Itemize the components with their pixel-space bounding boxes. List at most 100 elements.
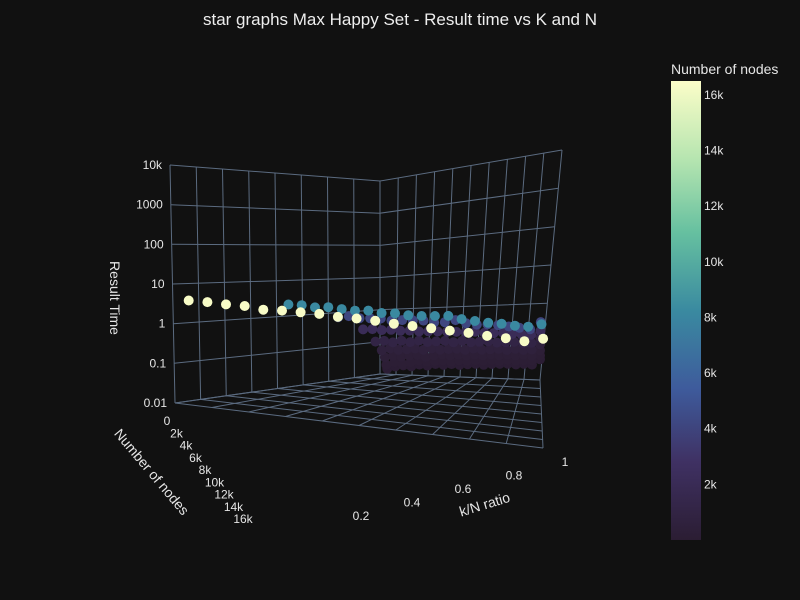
data-point — [431, 336, 442, 347]
floor-gridline-k — [248, 374, 413, 413]
z-gridline — [170, 187, 559, 214]
z-axis-ticks: 0.01 0.1 1 10 100 1000 10k — [136, 158, 167, 410]
y-tick-label: 0 — [164, 414, 171, 428]
colorbar-tick-label: 12k — [704, 199, 724, 213]
data-point — [332, 311, 343, 322]
data-point — [416, 311, 427, 321]
y-tick-label: 14k — [224, 500, 244, 514]
y-tick-label: 4k — [180, 439, 194, 453]
data-point — [376, 325, 387, 336]
y-tick-label: 12k — [214, 488, 234, 502]
z-gridline — [169, 149, 563, 182]
data-point — [183, 295, 194, 306]
data-point — [463, 327, 474, 338]
data-point — [509, 336, 520, 347]
data-point — [519, 336, 530, 347]
y-tick-label: 16k — [233, 512, 253, 526]
z-gridline — [171, 226, 555, 246]
data-point — [448, 337, 459, 348]
y-tick-label: 10k — [205, 475, 225, 489]
data-point — [295, 307, 306, 318]
data-point — [444, 325, 455, 336]
data-point — [376, 345, 387, 356]
data-point — [351, 313, 362, 324]
data-point — [363, 305, 374, 316]
chart-title: star graphs Max Happy Set - Result time … — [203, 10, 597, 29]
z-gridline — [172, 264, 552, 285]
z-tick-label: 10 — [151, 277, 165, 291]
x-tick-label: 0.6 — [455, 482, 472, 496]
data-point — [536, 319, 547, 330]
data-point — [501, 345, 512, 355]
n-wall-gridline — [248, 170, 253, 393]
data-point — [460, 344, 471, 355]
colorbar-tick-label: 2k — [704, 477, 718, 491]
floor-gridline-k — [539, 379, 544, 449]
n-wall-gridline — [222, 168, 227, 396]
data-point — [370, 336, 381, 347]
x-tick-label: 0.8 — [506, 469, 523, 483]
data-point — [358, 324, 369, 335]
z-tick-label: 100 — [144, 237, 164, 251]
colorbar-tick-label: 8k — [704, 310, 718, 324]
y-tick-label: 2k — [170, 426, 184, 440]
floor-gridline-k — [468, 378, 509, 440]
data-point — [283, 299, 294, 310]
n-wall-gridline — [195, 166, 202, 400]
n-wall-gridline — [169, 164, 176, 404]
data-point — [202, 297, 213, 308]
floor-gridline-k — [174, 373, 381, 404]
x-tick-label: 0.2 — [353, 509, 370, 523]
floor-gridline-k — [395, 377, 477, 431]
data-point — [323, 302, 334, 313]
data-point — [418, 344, 429, 355]
data-point — [397, 359, 408, 370]
data-point — [509, 320, 520, 331]
floor-gridline-k — [505, 379, 525, 444]
colorbar-ticks: 2k 4k 6k 8k 10k 12k 14k 16k — [704, 88, 724, 491]
data-point — [387, 337, 398, 348]
data-point — [370, 315, 381, 326]
data-point — [426, 323, 437, 334]
data-point — [469, 316, 480, 326]
z-axis-title: Result Time — [107, 261, 123, 335]
data-point — [407, 321, 418, 331]
data-point — [396, 335, 407, 346]
data-point — [429, 311, 440, 321]
colorbar-title: Number of nodes — [671, 61, 778, 77]
z-tick-label: 10k — [143, 158, 163, 172]
data-point — [439, 335, 450, 346]
grid-layer — [169, 149, 563, 449]
data-point — [405, 337, 416, 348]
z-tick-label: 0.1 — [149, 356, 166, 370]
z-tick-label: 1 — [159, 317, 166, 331]
y-tick-label: 8k — [199, 463, 213, 477]
data-point — [403, 310, 414, 321]
data-point — [482, 330, 493, 341]
colorbar-tick-label: 16k — [704, 88, 724, 102]
data-point — [239, 301, 250, 311]
data-point — [314, 308, 325, 319]
x-tick-label: 0.4 — [404, 496, 421, 510]
data-point — [457, 335, 468, 346]
n-wall-gridline — [353, 178, 355, 378]
n-wall-gridline — [327, 176, 330, 382]
n-wall-gridline — [274, 172, 278, 389]
z-tick-label: 1000 — [136, 198, 163, 212]
data-point — [379, 335, 390, 346]
data-point — [435, 344, 446, 355]
data-point — [258, 304, 269, 315]
data-point — [443, 310, 454, 321]
data-point — [483, 317, 494, 328]
data-point — [367, 324, 378, 335]
data-point — [523, 321, 534, 332]
data-points — [183, 295, 549, 374]
floor-gridline-k — [285, 375, 429, 417]
data-point — [221, 299, 231, 310]
data-point — [496, 318, 507, 329]
data-point — [422, 337, 433, 347]
data-point — [500, 333, 511, 344]
colorbar — [671, 81, 701, 540]
